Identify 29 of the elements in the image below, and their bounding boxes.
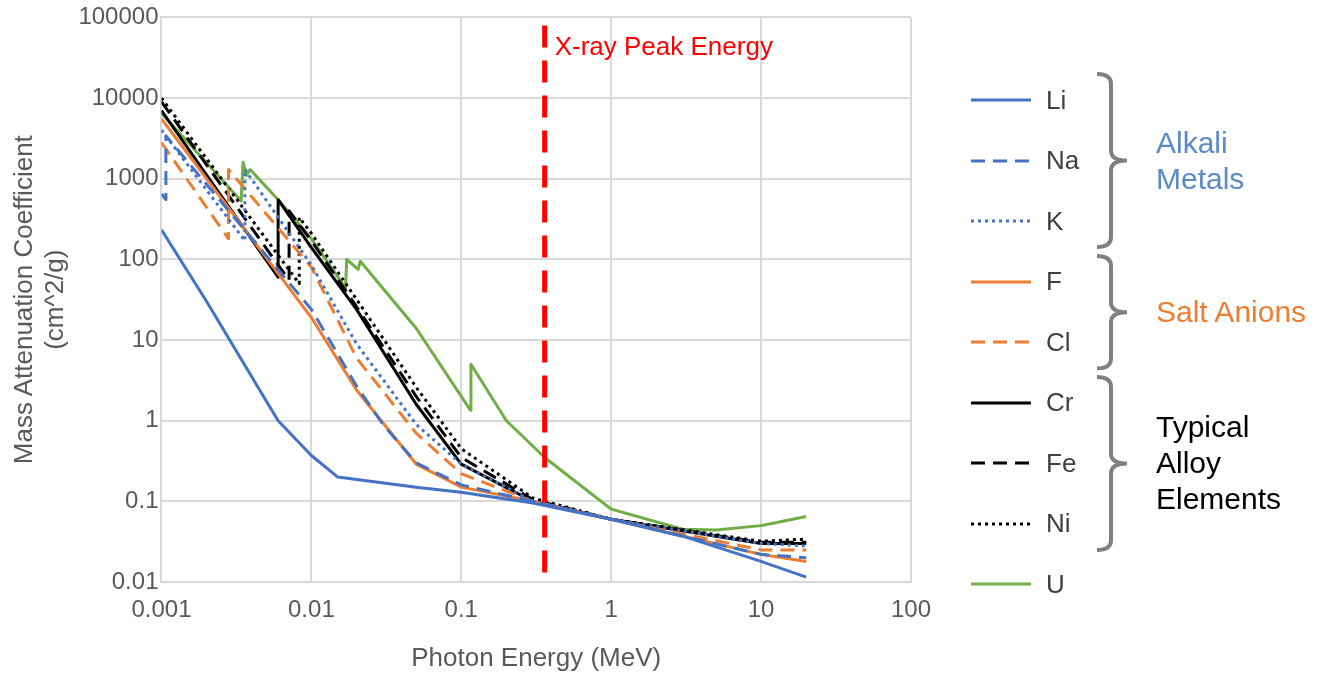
y-tick-label: 0.1 — [125, 485, 159, 513]
text: Typical Alloy Elements — [1156, 409, 1283, 517]
x-tick-label: 10 — [747, 595, 775, 623]
x-tick-label: 1 — [604, 595, 618, 623]
legend-label: Ni — [1046, 508, 1071, 539]
legend-label: Li — [1046, 84, 1067, 116]
legend-label: Fe — [1046, 447, 1077, 479]
y-tick-label: 10 — [131, 324, 159, 352]
legend-label: Cr — [1046, 387, 1074, 418]
legend-label: Na — [1046, 145, 1080, 176]
y-tick-label: 10000 — [91, 82, 159, 110]
y-tick-label: 0.01 — [111, 566, 159, 594]
legend-label: U — [1046, 568, 1065, 600]
x-tick-label: 100 — [890, 595, 931, 623]
y-tick-label: 100000 — [78, 2, 159, 30]
legend-label: Cl — [1046, 326, 1071, 358]
x-tick-label: 0.1 — [444, 595, 478, 623]
y-tick-label: 100 — [118, 244, 159, 271]
x-tick-label: 0.01 — [288, 595, 335, 623]
ref-line-label: X-ray Peak Energy — [554, 30, 773, 61]
text: Alkali Metals — [1156, 124, 1246, 197]
legend-label: F — [1046, 266, 1062, 297]
y-axis-title: Mass Attenuation Coefficient (cm^2/g) — [7, 134, 69, 465]
x-tick-label: 0.001 — [131, 595, 192, 623]
y-tick-label: 1 — [145, 405, 159, 433]
x-axis-title: Photon Energy (MeV) — [411, 641, 662, 672]
y-tick-label: 1000 — [105, 163, 159, 191]
text: Salt Anions — [1156, 293, 1308, 330]
legend-label: K — [1046, 205, 1064, 237]
